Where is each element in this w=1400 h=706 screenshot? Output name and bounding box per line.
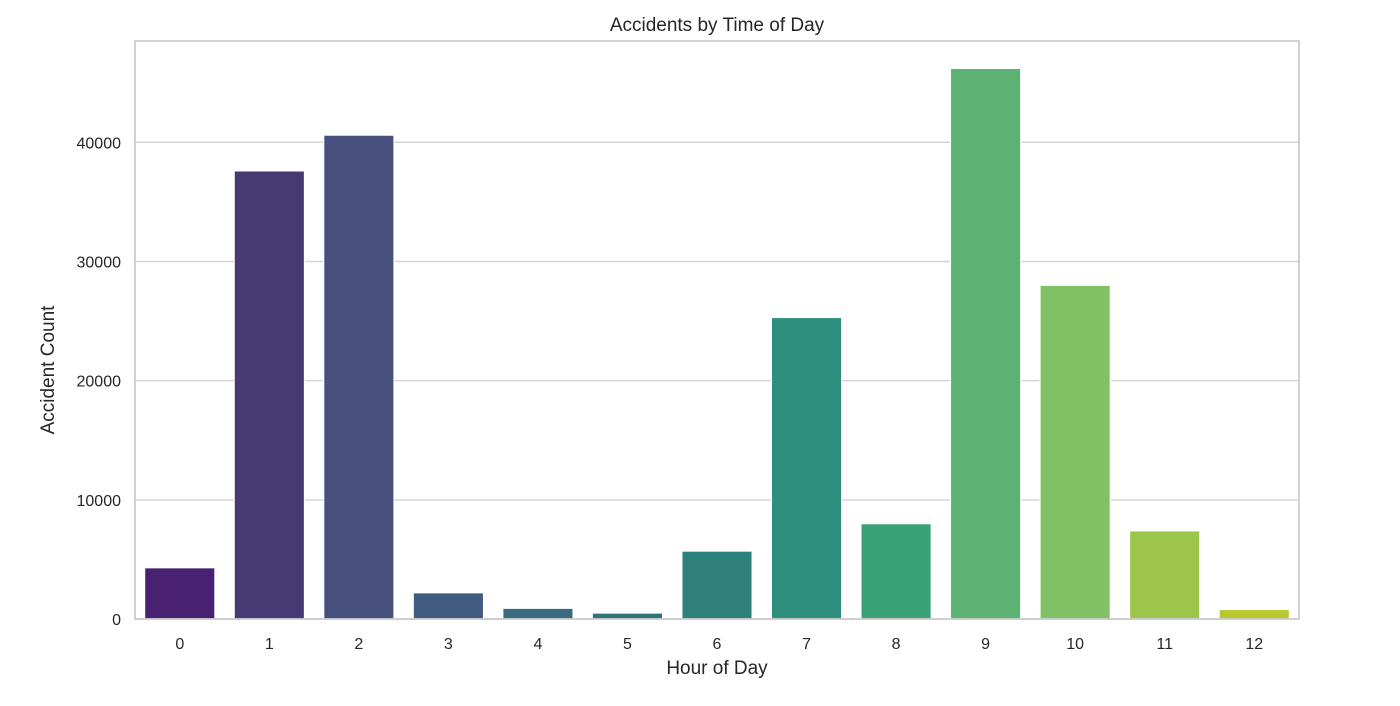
x-tick-label: 12 <box>1245 636 1263 653</box>
x-tick-label: 10 <box>1066 636 1084 653</box>
chart-title: Accidents by Time of Day <box>610 15 825 36</box>
x-tick-label: 4 <box>533 636 542 653</box>
x-tick-label: 8 <box>892 636 901 653</box>
bar-hour-6 <box>681 550 753 620</box>
x-axis-title: Hour of Day <box>666 658 768 679</box>
bar-hour-12 <box>1218 608 1290 620</box>
y-tick-label: 10000 <box>77 493 122 510</box>
x-tick-label: 0 <box>175 636 184 653</box>
bar-hour-10 <box>1039 284 1111 620</box>
bar-hour-4 <box>502 607 574 620</box>
bar-hour-7 <box>770 316 843 620</box>
x-tick-label: 3 <box>444 636 453 653</box>
x-tick-labels: 0 1 2 3 4 5 6 7 8 9 10 11 12 <box>175 636 1263 653</box>
y-tick-labels: 0 10000 20000 30000 40000 <box>77 135 122 629</box>
x-tick-label: 5 <box>623 636 632 653</box>
plot-frame <box>134 40 1300 620</box>
bar-hour-2 <box>323 134 395 620</box>
y-tick-label: 30000 <box>77 254 122 271</box>
x-tick-label: 7 <box>802 636 811 653</box>
gridlines <box>135 141 1299 620</box>
x-tick-label: 9 <box>981 636 990 653</box>
y-axis-title: Accident Count <box>38 305 59 435</box>
y-tick-label: 0 <box>112 612 121 629</box>
bar-hour-3 <box>412 592 485 620</box>
x-tick-label: 6 <box>713 636 722 653</box>
x-tick-label: 2 <box>354 636 363 653</box>
x-tick-label: 11 <box>1156 636 1173 653</box>
bar-hour-0 <box>144 567 216 620</box>
bar-hour-1 <box>233 170 306 620</box>
bars <box>144 67 1290 620</box>
y-tick-label: 40000 <box>77 135 122 152</box>
bar-hour-8 <box>860 523 932 620</box>
bar-hour-11 <box>1128 530 1201 620</box>
y-tick-label: 20000 <box>77 374 122 391</box>
x-tick-label: 1 <box>265 636 274 653</box>
bar-hour-9 <box>949 67 1022 620</box>
